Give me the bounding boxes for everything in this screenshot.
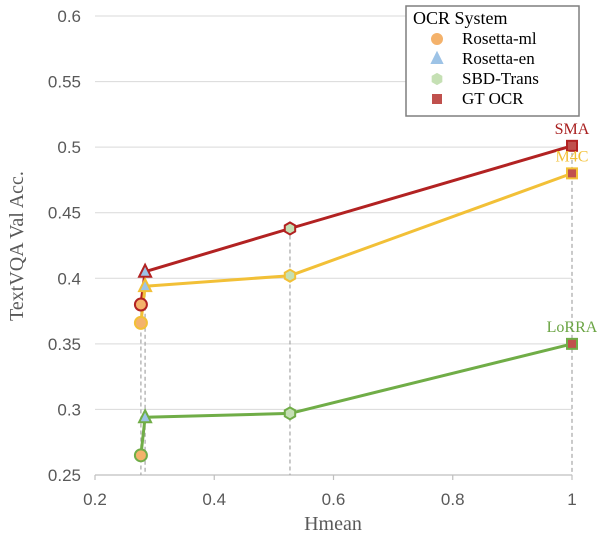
- legend: OCR System Rosetta-mlRosetta-enSBD-Trans…: [405, 5, 580, 117]
- y-axis-title: TextVQA Val Acc.: [6, 171, 28, 321]
- data-point: [566, 167, 578, 180]
- x-tick-label: 0.6: [322, 490, 346, 509]
- x-tick-label: 0.4: [202, 490, 226, 509]
- data-point: [566, 337, 578, 350]
- legend-marker: [430, 50, 444, 64]
- y-tick-label: 0.25: [48, 466, 81, 485]
- series-line: [139, 171, 573, 324]
- y-tick-label: 0.55: [48, 73, 81, 92]
- series-label: SMA: [555, 121, 590, 138]
- y-tick-label: 0.4: [57, 269, 81, 288]
- y-tick-label: 0.6: [57, 7, 81, 26]
- data-point: [137, 408, 153, 424]
- data-point: [133, 297, 148, 312]
- data-markers: [133, 139, 578, 463]
- x-tick-label: 0.8: [441, 490, 465, 509]
- series-labels: SMA M4C LoRRA: [547, 121, 597, 336]
- x-tick-label: 1: [567, 490, 576, 509]
- grid: [94, 15, 573, 480]
- x-axis-title: Hmean: [304, 513, 362, 535]
- x-tick-label: 0.2: [83, 490, 107, 509]
- data-point: [137, 262, 153, 278]
- data-point: [283, 406, 297, 421]
- legend-title: OCR System: [413, 8, 508, 28]
- legend-label: Rosetta-ml: [462, 29, 537, 48]
- series-label: M4C: [556, 148, 589, 165]
- data-point: [133, 448, 148, 463]
- y-tick-label: 0.35: [48, 335, 81, 354]
- tick-labels: 0.25 0.3 0.35 0.4 0.45 0.5 0.55 0.6 0.2 0.4 0.6 0.8…: [48, 7, 577, 509]
- legend-marker: [432, 94, 442, 104]
- y-tick-label: 0.3: [57, 400, 81, 419]
- data-point: [133, 315, 148, 330]
- legend-label: GT OCR: [462, 89, 524, 108]
- legend-marker: [431, 72, 443, 86]
- legend-marker: [431, 33, 443, 45]
- data-point: [283, 268, 297, 283]
- guide-lines: [140, 145, 573, 475]
- series-lines: [139, 144, 573, 456]
- data-point: [137, 276, 153, 293]
- legend-label: SBD-Trans: [462, 69, 539, 88]
- series-line: [139, 342, 573, 456]
- series-label: LoRRA: [547, 319, 597, 336]
- y-tick-label: 0.45: [48, 204, 81, 223]
- data-point: [283, 221, 297, 236]
- data-point: [566, 139, 578, 152]
- y-tick-label: 0.5: [57, 138, 81, 157]
- legend-label: Rosetta-en: [462, 49, 535, 68]
